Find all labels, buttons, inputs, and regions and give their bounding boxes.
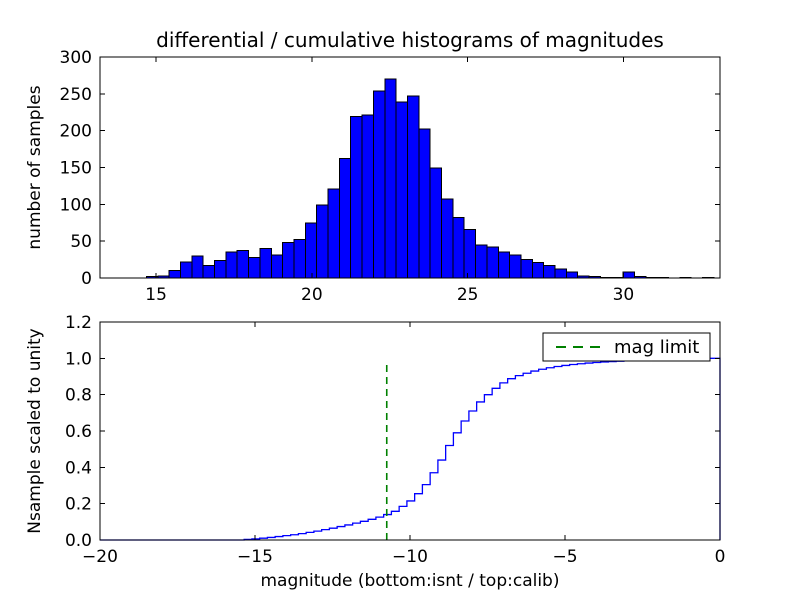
x-tick-label: −15 (237, 547, 273, 567)
y-tick-label: 0.4 (65, 458, 92, 478)
histogram-bar (418, 128, 431, 279)
histogram-bar (486, 246, 499, 279)
chart-title: differential / cumulative histograms of … (156, 28, 664, 52)
histogram-bar (202, 264, 216, 279)
x-tick-label: 20 (301, 285, 323, 305)
histogram-bar (236, 250, 250, 279)
axes-frame (99, 56, 721, 279)
y-tick-label: 50 (70, 232, 92, 252)
legend: mag limit (542, 332, 711, 362)
histogram-bar (225, 251, 238, 279)
histogram-bar (168, 270, 181, 279)
x-tick-label: −20 (82, 547, 118, 567)
histogram-bar (338, 158, 352, 279)
histogram-bar (304, 222, 318, 279)
histogram-bar (475, 244, 488, 279)
histogram-bar (509, 254, 522, 279)
x-tick-label: 25 (457, 285, 479, 305)
histogram-bar (543, 264, 556, 279)
histogram-bar (179, 261, 193, 279)
histogram-bar (406, 95, 420, 279)
histogram-bar (554, 268, 567, 279)
histogram-bar (191, 255, 204, 279)
histogram-bar (327, 188, 340, 279)
y-axis-label: number of samples (25, 85, 45, 249)
y-tick-label: 0.8 (65, 386, 92, 406)
y-tick-label: 0.6 (65, 422, 92, 442)
y-tick-label: 1.2 (65, 313, 92, 333)
y-tick-label: 0 (81, 269, 92, 289)
histogram-bar (452, 217, 465, 279)
y-tick-label: 0.2 (65, 495, 92, 515)
legend-box (542, 332, 711, 362)
histogram-bar (622, 271, 635, 279)
x-tick-label: 15 (145, 285, 167, 305)
histogram-bar (361, 114, 374, 279)
legend-label: mag limit (614, 337, 699, 358)
axes-cumulative-histogram-bottom: −20 −15 −10 −5 0 0.0 0.2 0.4 0.6 0.8 1.0 1.2 Nsample… (25, 313, 725, 591)
y-tick-label: 1.0 (65, 349, 92, 369)
y-tick-label: 250 (60, 85, 92, 105)
x-tick-label: −5 (552, 547, 577, 567)
histogram-bar (248, 256, 261, 279)
histogram-bar (270, 254, 284, 279)
y-axis-label: Nsample scaled to unity (25, 328, 45, 533)
histogram-bars (145, 78, 715, 279)
histogram-bar (441, 198, 454, 279)
histogram-bar (259, 248, 272, 279)
y-tick-label: 0.0 (65, 531, 92, 551)
axes-frame (99, 321, 721, 541)
histogram-bar (395, 101, 408, 279)
y-tick-label: 200 (60, 122, 92, 142)
x-tick-label: −10 (392, 547, 428, 567)
histogram-bar (531, 262, 545, 279)
histogram-bar (293, 239, 306, 279)
x-tick-label: 30 (613, 285, 635, 305)
y-tick-label: 150 (60, 159, 92, 179)
histogram-bar (429, 167, 443, 279)
histogram-bar (372, 90, 386, 279)
x-axis-label: magnitude (bottom:isnt / top:calib) (261, 571, 560, 591)
histogram-bar (463, 228, 477, 279)
histogram-bar (520, 259, 533, 279)
y-tick-label: 300 (60, 48, 92, 68)
histogram-bar (316, 204, 329, 279)
histogram-bar (497, 251, 511, 279)
y-tick-label: 100 (60, 195, 92, 215)
histogram-bar (384, 78, 397, 279)
histogram-bar (282, 242, 295, 279)
histogram-bar (214, 259, 227, 279)
histogram-bar (565, 271, 579, 279)
histogram-bar (350, 116, 363, 279)
x-tick-label: 0 (715, 547, 726, 567)
